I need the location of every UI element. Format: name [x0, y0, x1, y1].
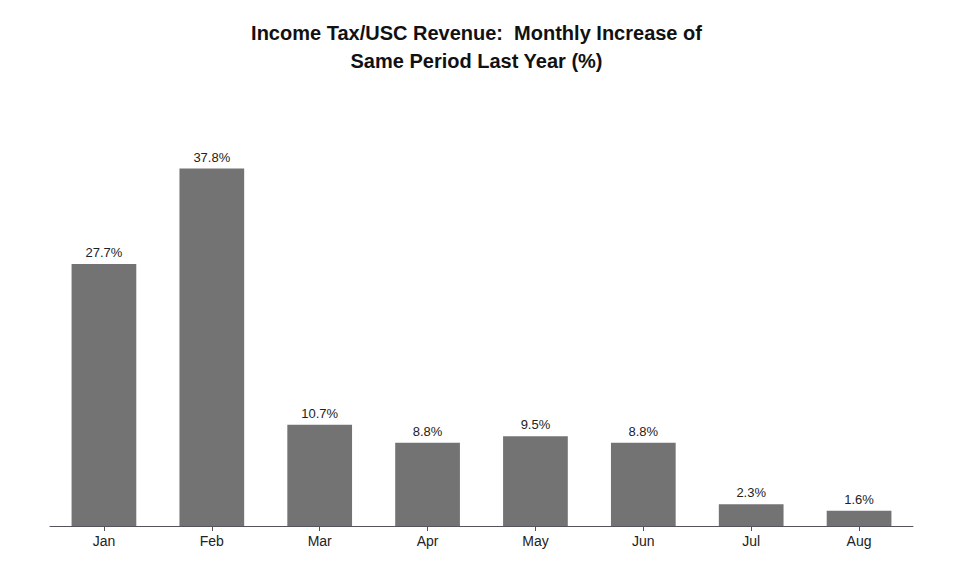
svg-text:Aug: Aug	[847, 533, 872, 549]
svg-text:Income Tax/USC Revenue: Month: Income Tax/USC Revenue: Monthly Increase…	[251, 22, 702, 44]
svg-text:1.6%: 1.6%	[844, 492, 874, 507]
svg-text:Feb: Feb	[200, 533, 224, 549]
svg-text:27.7%: 27.7%	[86, 245, 123, 260]
svg-text:May: May	[522, 533, 548, 549]
svg-text:Jun: Jun	[632, 533, 655, 549]
svg-text:10.7%: 10.7%	[301, 406, 338, 421]
svg-text:Jul: Jul	[742, 533, 760, 549]
svg-text:Jan: Jan	[93, 533, 116, 549]
svg-text:37.8%: 37.8%	[193, 150, 230, 165]
svg-text:Apr: Apr	[417, 533, 439, 549]
svg-text:2.3%: 2.3%	[736, 485, 766, 500]
svg-text:8.8%: 8.8%	[628, 424, 658, 439]
svg-text:8.8%: 8.8%	[413, 424, 443, 439]
svg-text:Same Period Last Year (%): Same Period Last Year (%)	[351, 50, 603, 72]
svg-text:Mar: Mar	[308, 533, 332, 549]
svg-text:9.5%: 9.5%	[521, 417, 551, 432]
